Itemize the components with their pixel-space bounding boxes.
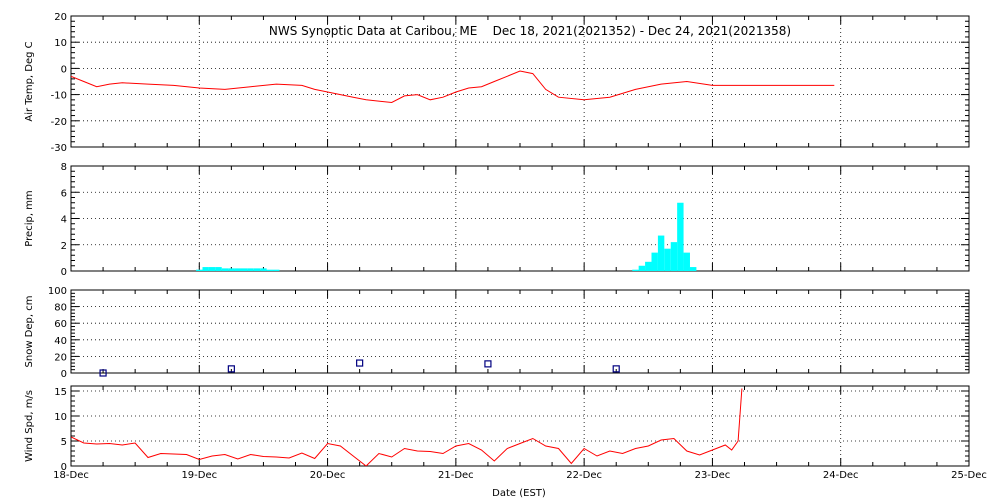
y-tick-label: 20: [54, 12, 67, 23]
precip-bar: [253, 268, 261, 271]
y-tick-label: 0: [61, 64, 67, 75]
chart-panels: -30 -20 -10 0 10 20 Air Temp, Deg C 0 2 4 6 8 Precip…: [24, 12, 987, 481]
precip-bar: [651, 252, 658, 271]
precip-bar: [677, 202, 684, 271]
precip-bar: [240, 268, 248, 271]
y-tick-label: 80: [54, 303, 67, 314]
y-tick-label: 10: [54, 412, 67, 423]
panel-frame: [70, 289, 970, 374]
precip-bar: [273, 269, 280, 271]
y-tick-label: 60: [54, 319, 67, 330]
y-tick-label: 8: [61, 162, 67, 173]
precip-bar: [234, 268, 241, 271]
y-tick-label: 100: [48, 286, 67, 297]
panel-4: 0 5 10 15 Wind Spd, m/s: [24, 385, 970, 473]
y-tick-label: 20: [54, 352, 67, 363]
panel-3: 0 20 40 60 80 100 Snow Dep, cm: [24, 286, 970, 380]
y-tick-label: 0: [61, 267, 67, 278]
y-tick-label: 0: [61, 369, 67, 380]
y-tick-label: -10: [51, 91, 67, 102]
precip-bar: [645, 261, 652, 271]
y-tick-label: -30: [51, 143, 67, 154]
series-line: [71, 70, 835, 104]
y-tick-label: 40: [54, 336, 67, 347]
x-tick-label: 20-Dec: [310, 470, 346, 481]
panel-1: -30 -20 -10 0 10 20 Air Temp, Deg C: [24, 12, 970, 154]
x-tick-label: 24-Dec: [823, 470, 859, 481]
x-tick-label: 19-Dec: [181, 470, 217, 481]
snow-depth-point: [99, 369, 107, 377]
panel-frame: [70, 385, 970, 467]
precip-bar: [689, 267, 697, 271]
snow-depth-point: [612, 365, 620, 373]
precip-bar: [683, 252, 690, 271]
precip-bar: [657, 235, 665, 271]
chart-title: NWS Synoptic Data at Caribou, ME Dec 18,…: [269, 24, 791, 38]
panel-2: 0 2 4 6 8 Precip, mm: [24, 162, 970, 278]
y-tick-label: 4: [61, 215, 67, 226]
precip-bar: [202, 267, 209, 271]
y-tick-label: 0: [61, 462, 67, 473]
x-tick-label: 22-Dec: [566, 470, 602, 481]
precip-bar: [208, 267, 216, 271]
y-tick-label: 6: [61, 188, 67, 199]
y-tick-label: 5: [61, 437, 67, 448]
precip-bar: [196, 269, 203, 271]
snow-depth-point: [484, 360, 492, 368]
precip-bar: [670, 242, 678, 271]
precip-bar: [260, 268, 267, 271]
x-tick-label: 25-Dec: [951, 470, 987, 481]
y-tick-label: 10: [54, 38, 67, 49]
y-axis-label: Wind Spd, m/s: [24, 390, 35, 462]
y-axis-label: Snow Dep, cm: [24, 296, 35, 368]
snow-depth-point: [356, 359, 364, 367]
precip-bar: [638, 265, 646, 271]
precip-bar: [664, 248, 671, 271]
x-tick-label: 21-Dec: [438, 470, 474, 481]
y-tick-label: -20: [51, 117, 67, 128]
y-axis-label: Air Temp, Deg C: [24, 41, 35, 121]
y-tick-label: 15: [54, 387, 67, 398]
precip-bar: [266, 269, 274, 271]
x-tick-label: 18-Dec: [53, 470, 89, 481]
y-tick-label: 2: [61, 241, 67, 252]
y-axis-label: Precip, mm: [24, 190, 35, 246]
snow-depth-point: [227, 365, 235, 373]
precip-bar: [215, 267, 222, 271]
x-tick-label: 23-Dec: [695, 470, 731, 481]
x-axis-label: Date (EST): [492, 488, 546, 499]
precip-bar: [247, 268, 254, 271]
precip-bar: [228, 268, 235, 271]
precip-bar: [632, 269, 639, 271]
series-line: [71, 388, 743, 466]
precip-bar: [221, 268, 229, 271]
